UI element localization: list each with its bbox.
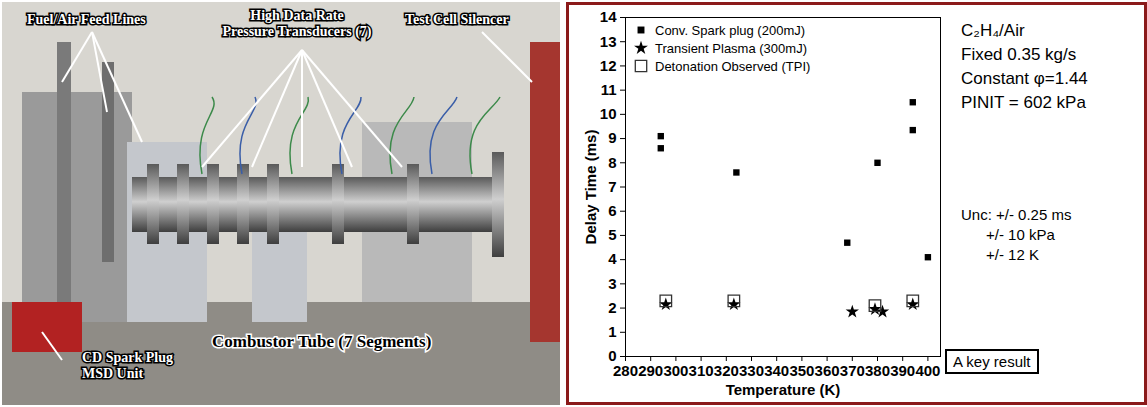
svg-text:Fuel/Air Feed Lines: Fuel/Air Feed Lines [27,12,146,27]
svg-text:12: 12 [600,57,617,74]
html-text:A key result: A key result [953,353,1031,370]
svg-text:0: 0 [608,347,617,365]
svg-text:6: 6 [608,202,616,219]
svg-text:10: 10 [600,105,617,122]
svg-text:High Data RatePressure Transdu: High Data RatePressure Transducers (7) [222,8,371,40]
svg-text:13: 13 [600,33,617,50]
svg-text:Combustor Tube (7 Segments): Combustor Tube (7 Segments) [212,332,431,351]
svg-text:2: 2 [608,299,616,316]
svg-text:4: 4 [608,250,617,267]
svg-text:7: 7 [608,178,616,195]
svg-text:Test Cell Silencer: Test Cell Silencer [405,12,509,27]
svg-text:400: 400 [915,362,940,379]
svg-text:330: 330 [739,362,764,379]
svg-text:8: 8 [608,154,616,171]
svg-text:3: 3 [608,275,616,292]
svg-text:360: 360 [815,362,840,379]
svg-text:340: 340 [764,362,789,379]
svg-text:310: 310 [689,362,714,379]
svg-text:300: 300 [663,362,688,379]
svg-text:320: 320 [714,362,739,379]
html-text:C₂H₄/Air: C₂H₄/Air [961,21,1025,40]
svg-text:390: 390 [890,362,915,379]
svg-text:380: 380 [865,362,890,379]
svg-text:CD Spark PlugMSD Unit: CD Spark PlugMSD Unit [82,350,173,381]
svg-text:Delay Time (ms): Delay Time (ms) [582,130,599,245]
html-text:Transient Plasma (300mJ): Transient Plasma (300mJ) [655,40,807,56]
svg-text:14: 14 [600,8,617,25]
svg-text:290: 290 [638,362,663,379]
svg-text:Temperature (K): Temperature (K) [726,381,841,398]
html-text:Fixed 0.35 kg/s: Fixed 0.35 kg/s [961,45,1077,64]
html-text:Detonation Observed (TPI): Detonation Observed (TPI) [655,58,811,74]
svg-text:350: 350 [789,362,814,379]
html-text:Conv. Spark plug (200mJ): Conv. Spark plug (200mJ) [655,22,805,38]
svg-text:370: 370 [840,362,865,379]
svg-text:11: 11 [601,81,617,98]
html-text:Constant φ=1.44: Constant φ=1.44 [961,69,1088,88]
html-text:PINIT = 602 kPa: PINIT = 602 kPa [961,93,1086,112]
svg-text:5: 5 [608,226,616,243]
svg-text:9: 9 [608,129,616,146]
svg-text:280: 280 [613,362,638,379]
svg-text:1: 1 [608,323,616,340]
html-text:Unc: +/- 0.25 ms +/- 10 kPa +/: Unc: +/- 0.25 ms +/- 10 kPa +/- 12 K [961,206,1072,263]
